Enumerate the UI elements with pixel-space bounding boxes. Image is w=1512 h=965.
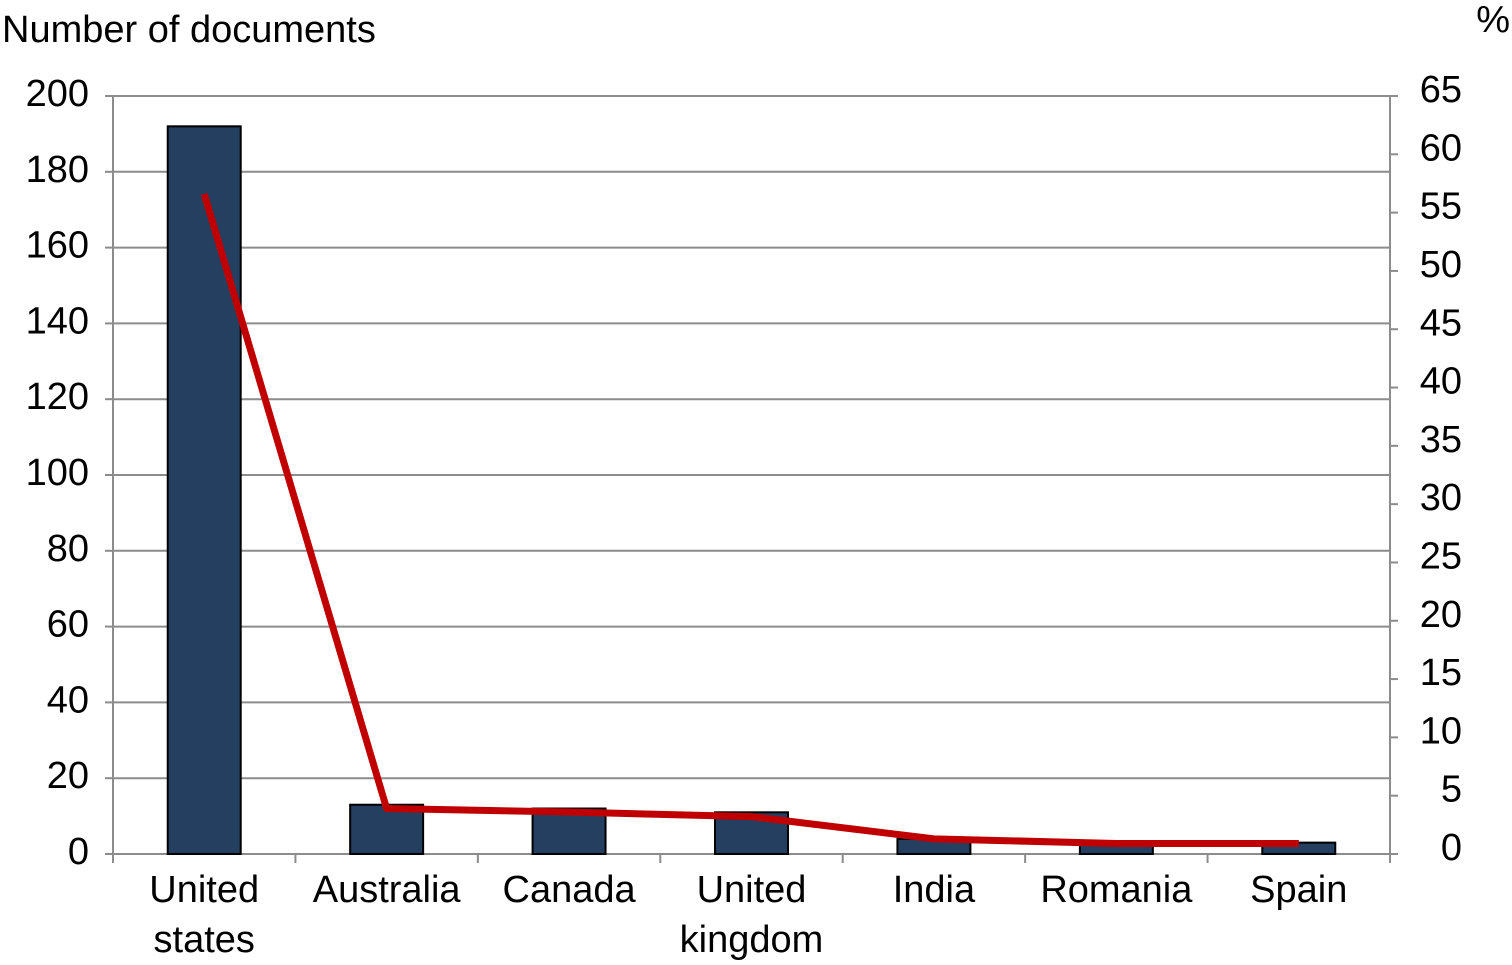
y-tick-label: 200 [26,73,89,115]
y-tick-label: 120 [26,376,89,418]
x-tick-label: Spain [1250,869,1347,911]
y2-axis-title: % [1476,0,1510,41]
x-tick-label: Romania [1040,869,1193,911]
y2-tick-label: 10 [1420,710,1462,752]
y2-tick-label: 20 [1420,594,1462,636]
y2-tick-label: 65 [1420,69,1462,111]
y2-tick-label: 45 [1420,302,1462,344]
y-tick-label: 140 [26,300,89,342]
y2-tick-label: 60 [1420,127,1462,169]
line [200,192,1299,848]
y-tick-label: 180 [26,149,89,191]
y2-tick-label: 55 [1420,186,1462,228]
x-tick-label: Australia [313,869,462,911]
y-tick-label: 20 [47,755,89,797]
bar [166,125,242,855]
y2-tick-label: 5 [1441,769,1462,811]
y2-tick-label: 15 [1420,652,1462,694]
y-tick-label: 60 [47,604,89,646]
x-tick-label: Canada [503,869,637,911]
y2-tick-label: 25 [1420,535,1462,577]
y-tick-label: 0 [68,831,89,873]
x-tick-label: India [893,869,976,911]
y-axis-title: Number of documents [2,9,376,51]
x-tick-label: United states [149,869,259,961]
y2-tick-label: 30 [1420,477,1462,519]
y2-tick-label: 35 [1420,419,1462,461]
y-tick-label: 160 [26,225,89,267]
y-tick-label: 40 [47,679,89,721]
x-tick-label: United kingdom [680,869,824,961]
y2-tick-label: 50 [1420,244,1462,286]
y2-tick-label: 0 [1441,827,1462,869]
y-tick-label: 80 [47,528,89,570]
y-tick-label: 100 [26,452,89,494]
bar [349,803,425,855]
y2-tick-label: 40 [1420,361,1462,403]
